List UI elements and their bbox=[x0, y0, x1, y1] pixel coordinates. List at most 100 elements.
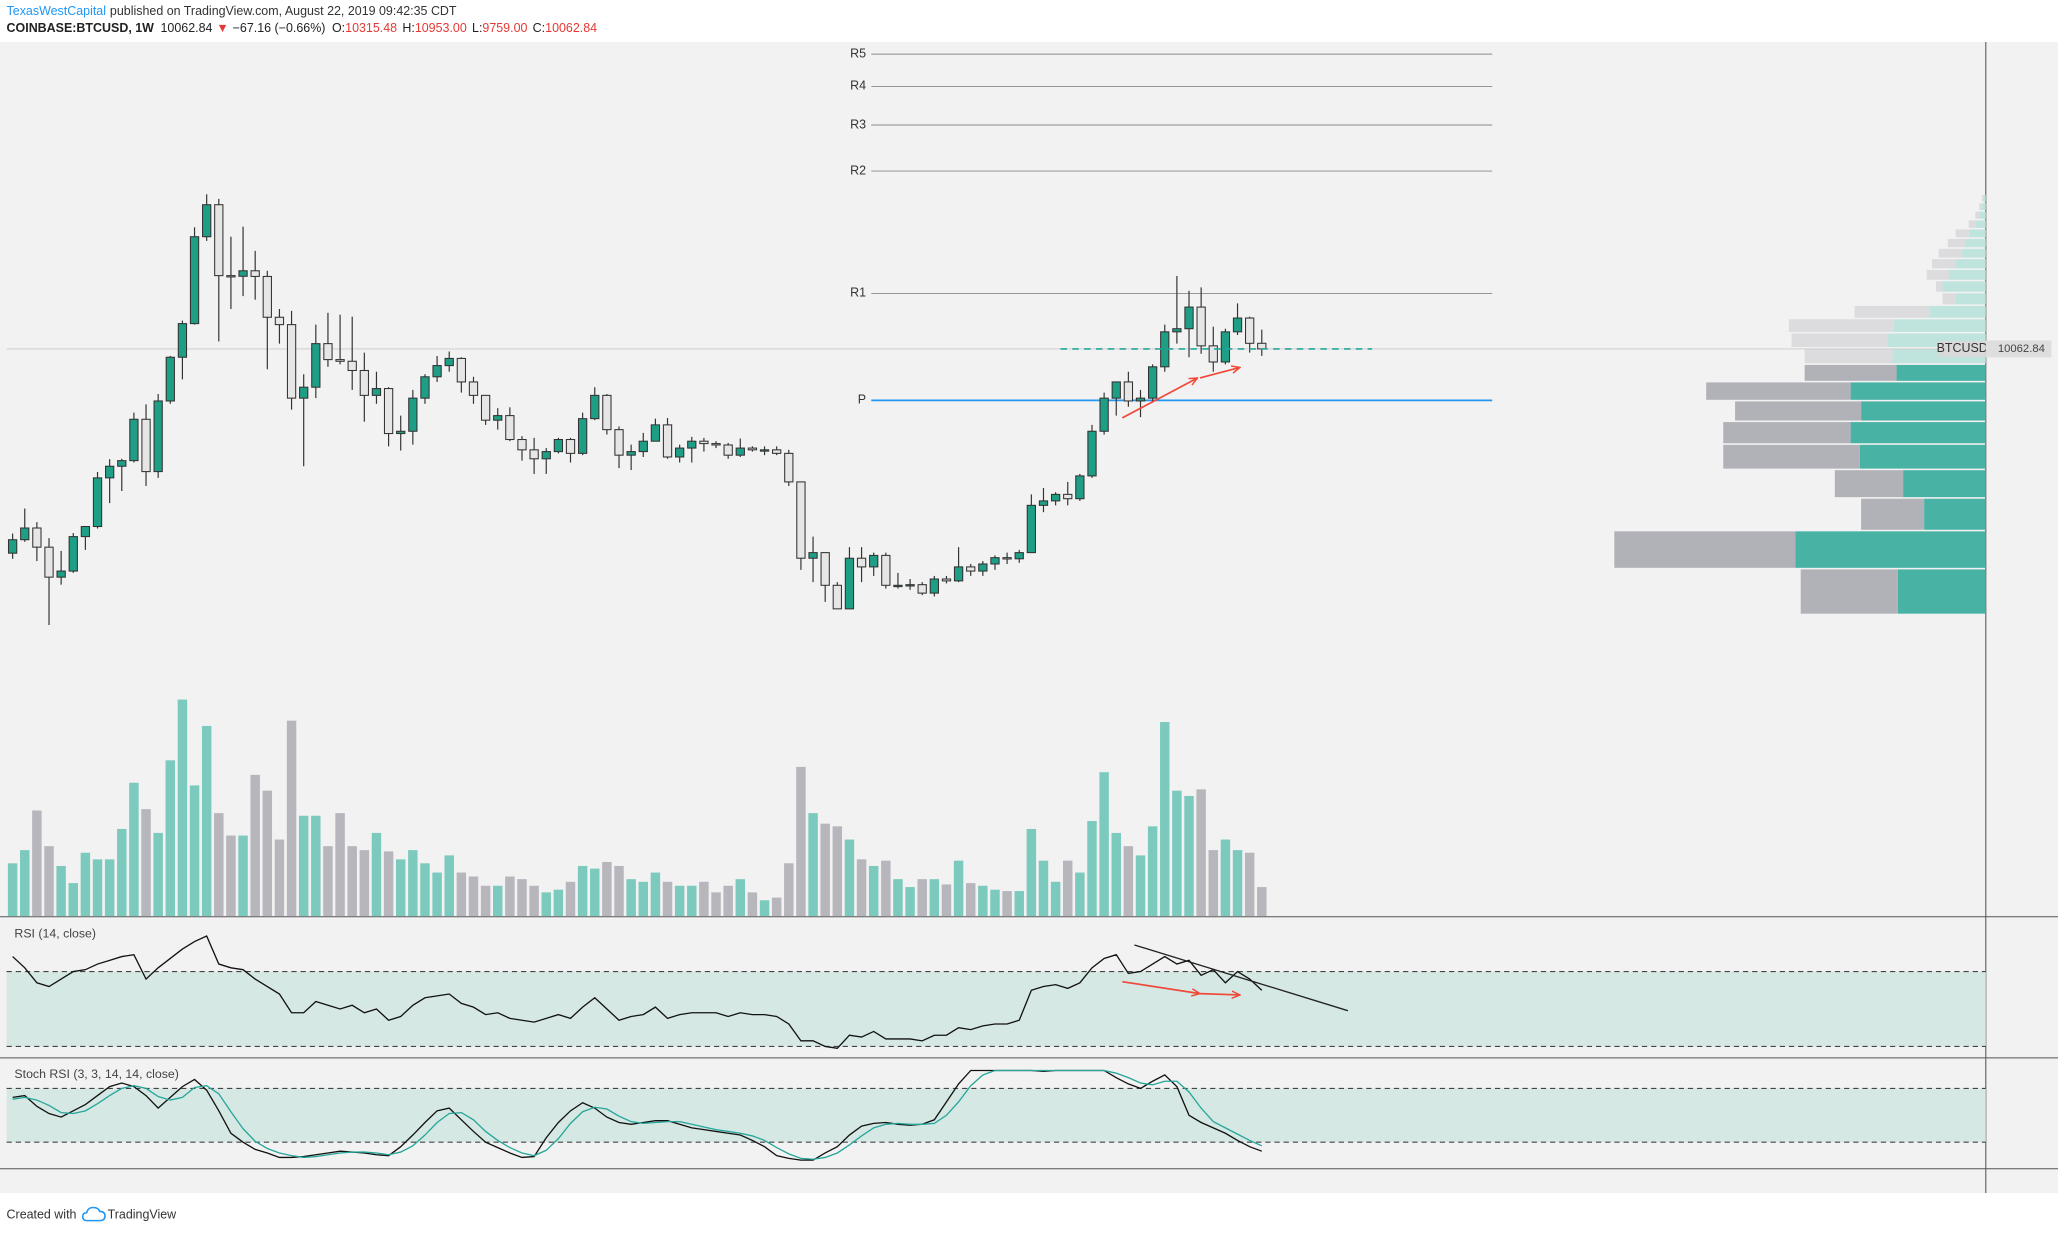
candle-body bbox=[444, 357, 454, 367]
vpvr-up bbox=[1903, 470, 1986, 498]
candle-body bbox=[1026, 504, 1037, 554]
vpvr-down bbox=[1788, 319, 1894, 332]
volume-bar bbox=[759, 900, 770, 917]
candle-body bbox=[432, 365, 442, 378]
price: 10062.84 bbox=[161, 21, 213, 35]
price-tag-name-box bbox=[1938, 341, 1986, 357]
vpvr-up bbox=[1949, 269, 1986, 280]
candle-body bbox=[808, 552, 818, 559]
volume-bar bbox=[238, 835, 248, 917]
vpvr-down bbox=[1931, 259, 1956, 269]
volume-bar bbox=[868, 865, 879, 917]
volume-bar bbox=[1220, 839, 1231, 917]
candle-body bbox=[1147, 366, 1158, 399]
pivot-label: R5 bbox=[850, 46, 866, 60]
volume-bar bbox=[226, 835, 236, 917]
footer-brand[interactable]: TradingView bbox=[108, 1208, 178, 1222]
volume-bar bbox=[893, 879, 903, 917]
volume-bar bbox=[56, 865, 66, 917]
vpvr-down bbox=[1791, 333, 1888, 348]
piv-layer: R5 R4 R3 R2 R1 P bbox=[6, 46, 1986, 407]
volume-bar bbox=[286, 720, 297, 917]
candle-body bbox=[638, 440, 648, 453]
vpvr-up bbox=[1929, 305, 1986, 318]
price-tag-name: BTCUSD bbox=[1937, 341, 1988, 355]
volume-bar bbox=[117, 828, 127, 917]
candle-body bbox=[881, 554, 891, 586]
vpvr-up bbox=[1983, 195, 1986, 202]
volume-bar bbox=[881, 860, 891, 917]
pivot-label: R3 bbox=[850, 117, 866, 131]
volume-bar bbox=[32, 810, 42, 917]
candle-body bbox=[1038, 500, 1049, 506]
volume-bar bbox=[1244, 852, 1255, 917]
volume-bar bbox=[1111, 832, 1121, 917]
volume-bar bbox=[480, 885, 491, 917]
candle-body bbox=[92, 477, 103, 528]
vpvr-down bbox=[1935, 281, 1943, 292]
candle-body bbox=[565, 438, 576, 454]
volume-bar bbox=[311, 815, 321, 917]
volume-bar bbox=[165, 760, 176, 917]
author[interactable]: TexasWestCapital bbox=[7, 4, 106, 18]
volume-bar bbox=[941, 884, 952, 917]
pivot-label: R2 bbox=[850, 163, 866, 177]
candle-body bbox=[396, 430, 406, 435]
vpvr-up bbox=[1859, 444, 1986, 469]
volume-bar bbox=[711, 892, 721, 917]
candle-body bbox=[856, 557, 867, 568]
volume-bar bbox=[20, 850, 30, 917]
pivot-label: R4 bbox=[850, 79, 866, 93]
vpvr-up bbox=[1897, 569, 1986, 614]
candle-body bbox=[505, 415, 515, 441]
volume-bar bbox=[1135, 855, 1146, 917]
candle-body bbox=[286, 324, 297, 399]
volume-bar bbox=[650, 872, 661, 917]
ohlc-label: C: bbox=[533, 21, 545, 35]
volume-bar bbox=[1075, 872, 1085, 917]
vpvr-up bbox=[1861, 401, 1986, 421]
candle-body bbox=[420, 376, 430, 399]
vpvr-up bbox=[1968, 229, 1986, 238]
candle-body bbox=[189, 236, 200, 325]
ohlc-value: 9759.00 bbox=[482, 21, 527, 35]
volume-bar bbox=[1257, 887, 1267, 917]
candle-body bbox=[456, 357, 467, 383]
volume-bar bbox=[1087, 821, 1097, 917]
candle-body bbox=[796, 481, 806, 559]
volume-bar bbox=[917, 879, 927, 917]
candle-body bbox=[711, 443, 721, 446]
candle-body bbox=[966, 566, 976, 572]
volume-bar bbox=[104, 859, 115, 917]
candle-body bbox=[311, 343, 321, 388]
band-fill bbox=[6, 971, 1986, 1047]
candle-body bbox=[1123, 381, 1134, 402]
vpvr-up bbox=[1955, 259, 1986, 269]
volume-bar bbox=[1002, 891, 1012, 917]
ohlc-value: 10953.00 bbox=[415, 21, 467, 35]
vpvr-up bbox=[1924, 498, 1986, 530]
band-layer bbox=[6, 971, 1986, 1143]
candle-body bbox=[480, 394, 491, 421]
vpvr-up bbox=[1975, 220, 1986, 228]
volume-bar bbox=[577, 865, 588, 917]
candle-body bbox=[784, 452, 794, 483]
candle-body bbox=[129, 418, 139, 462]
candle-body bbox=[371, 388, 382, 396]
candle-body bbox=[80, 525, 91, 538]
volume-bar bbox=[953, 860, 964, 917]
header-line-1: TexasWestCapital published on TradingView… bbox=[7, 4, 457, 18]
candle-body bbox=[735, 447, 745, 456]
volume-bar bbox=[408, 850, 418, 917]
candle-body bbox=[7, 539, 18, 554]
candle-body bbox=[614, 429, 624, 456]
candle-body bbox=[274, 316, 285, 326]
volume-bar bbox=[990, 889, 1000, 917]
ohlc-label: O: bbox=[332, 21, 345, 35]
candle-body bbox=[820, 552, 830, 586]
candle-body bbox=[747, 447, 758, 451]
candle-body bbox=[893, 584, 903, 588]
volume-bar bbox=[856, 859, 867, 917]
volume-bar bbox=[541, 892, 551, 917]
volume-bar bbox=[1208, 850, 1219, 917]
